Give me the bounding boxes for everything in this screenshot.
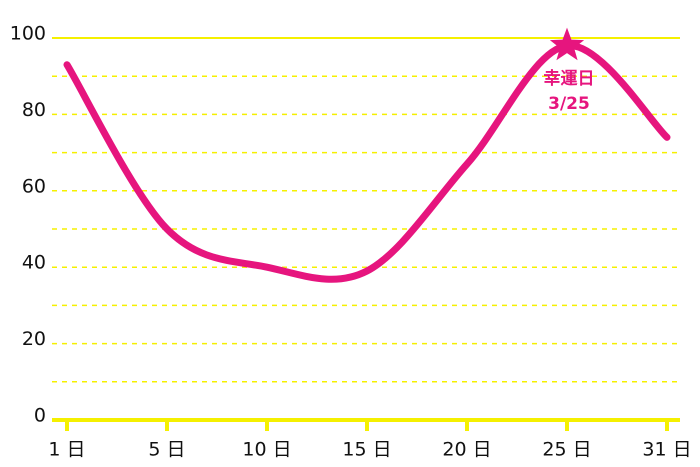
y-tick-label: 100 [10,23,46,45]
annotation: 幸運日 [544,68,595,89]
annotation: 3/25 [548,94,590,114]
y-tick-label: 0 [34,405,46,427]
y-tick-label: 80 [22,99,46,121]
x-tick-label: 5 日 [148,439,185,461]
x-tick-label: 1 日 [48,439,85,461]
x-tick-label: 31 日 [642,439,691,461]
y-tick-label: 60 [22,175,46,197]
x-tick-label: 25 日 [542,439,591,461]
x-tick-label: 20 日 [442,439,491,461]
lucky-star [549,27,585,61]
x-tick-label: 15 日 [342,439,391,461]
y-tick-label: 40 [22,252,46,274]
y-tick-label: 20 [22,328,46,350]
x-tick-label: 10 日 [242,439,291,461]
